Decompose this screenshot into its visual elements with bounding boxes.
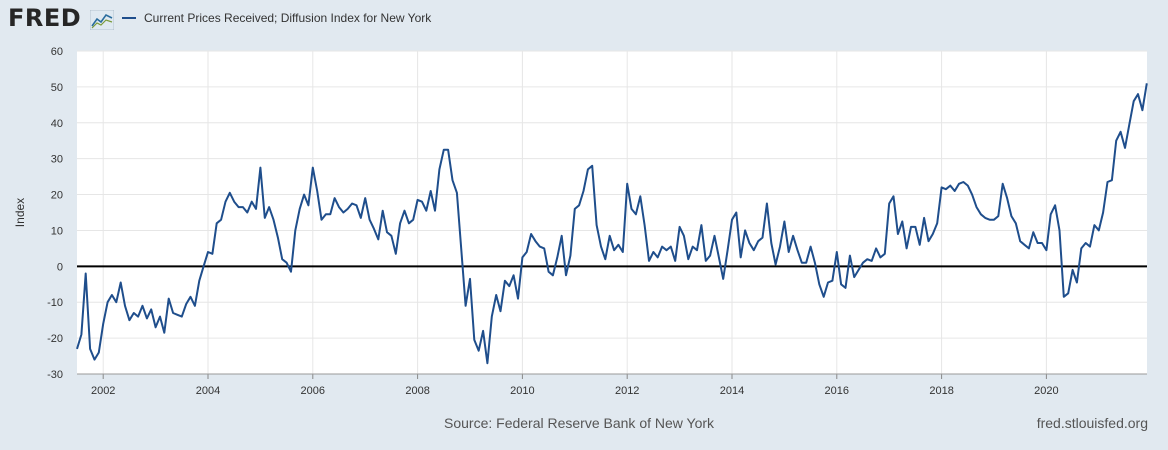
y-axis-label: Index bbox=[13, 198, 27, 227]
fred-logo[interactable]: FRED bbox=[8, 4, 82, 32]
x-tick-label: 2002 bbox=[91, 385, 115, 397]
x-tick-label: 2018 bbox=[929, 385, 953, 397]
x-tick-label: 2014 bbox=[720, 385, 744, 397]
x-tick-label: 2006 bbox=[301, 385, 325, 397]
source-note: Source: Federal Reserve Bank of New York bbox=[444, 415, 715, 431]
y-tick-label: 20 bbox=[51, 190, 63, 202]
y-tick-label: 40 bbox=[51, 118, 63, 130]
y-tick-label: -30 bbox=[47, 369, 63, 381]
legend-swatch bbox=[122, 17, 136, 19]
plot-area bbox=[77, 51, 1147, 374]
x-tick-label: 2008 bbox=[405, 385, 429, 397]
fred-url-link[interactable]: fred.stlouisfed.org bbox=[1036, 415, 1148, 431]
x-tick-label: 2004 bbox=[196, 385, 220, 397]
x-tick-label: 2016 bbox=[825, 385, 849, 397]
y-tick-label: 60 bbox=[51, 46, 63, 58]
legend-label: Current Prices Received; Diffusion Index… bbox=[144, 11, 432, 25]
chart-header: FRED Current Prices Received; Diffusion … bbox=[0, 0, 1168, 40]
y-tick-label: 0 bbox=[57, 261, 63, 273]
x-tick-label: 2020 bbox=[1034, 385, 1058, 397]
y-tick-label: 50 bbox=[51, 82, 63, 94]
x-tick-label: 2012 bbox=[615, 385, 639, 397]
x-tick-label: 2010 bbox=[510, 385, 534, 397]
y-tick-label: 30 bbox=[51, 154, 63, 166]
chart-legend[interactable]: Current Prices Received; Diffusion Index… bbox=[122, 11, 431, 25]
y-tick-label: 10 bbox=[51, 225, 63, 237]
series-line[interactable] bbox=[76, 83, 1148, 365]
y-tick-label: -10 bbox=[47, 297, 63, 309]
line-chart[interactable]: -30 -20 -10 0 10 20 30 40 50 60 2002 2004 2006 2008 20… bbox=[0, 0, 1168, 410]
fred-graph-icon bbox=[90, 10, 114, 30]
y-tick-label: -20 bbox=[47, 333, 63, 345]
